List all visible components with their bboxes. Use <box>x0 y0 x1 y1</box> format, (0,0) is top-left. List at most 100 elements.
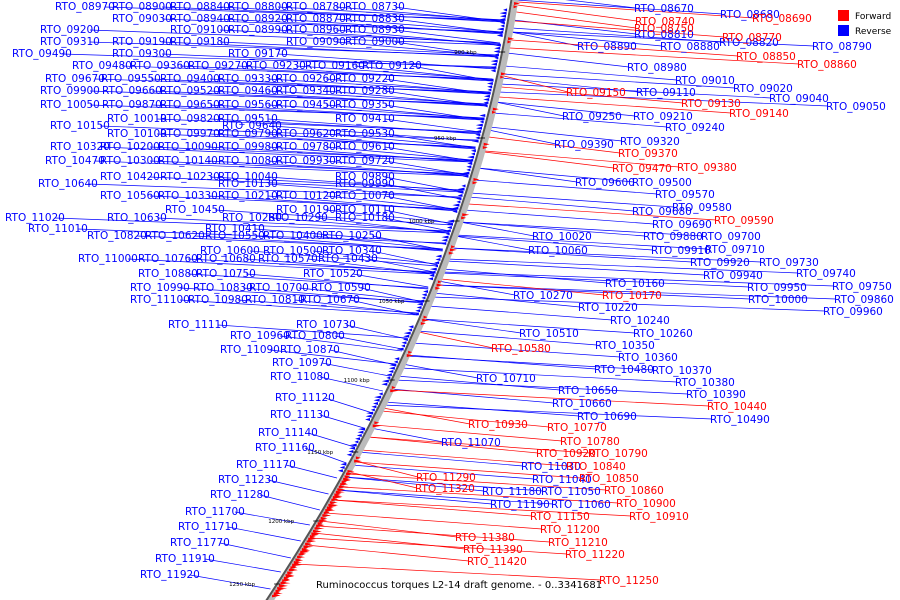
gene-label-reverse: RTO_10830 <box>193 282 253 294</box>
gene-label-reverse: RTO_10280 <box>222 212 282 224</box>
gene-label-reverse: RTO_11060 <box>551 499 611 511</box>
leader-line <box>89 29 500 46</box>
leader-line <box>384 209 452 225</box>
gene-label-reverse: RTO_10300 <box>100 155 160 167</box>
leader-line <box>312 235 443 250</box>
gene-label-reverse: RTO_10250 <box>322 230 382 242</box>
leader-line <box>319 376 383 392</box>
leader-line <box>355 460 419 478</box>
leader-line <box>77 228 446 244</box>
gene-feature-reverse <box>435 258 441 261</box>
leader-line <box>411 342 621 358</box>
leader-line <box>384 195 457 211</box>
leader-line <box>267 160 468 177</box>
gene-label-reverse: RTO_09510 <box>218 113 278 125</box>
leader-line <box>495 101 565 117</box>
gene-label-reverse: RTO_11110 <box>168 319 228 331</box>
leader-line <box>468 196 635 212</box>
leader-line <box>455 234 708 250</box>
gene-feature-reverse <box>349 443 357 447</box>
leader-line <box>510 31 815 47</box>
gene-label-forward: RTO_08740 <box>635 16 695 28</box>
gene-label-forward: RTO_08850 <box>736 51 796 63</box>
gene-feature-forward <box>288 568 298 572</box>
gene-label-reverse: RTO_10870 <box>280 344 340 356</box>
gene-label-reverse: RTO_10690 <box>577 411 637 423</box>
gene-label-reverse: RTO_10320 <box>50 141 110 153</box>
gene-label-forward: RTO_10440 <box>707 401 767 413</box>
gene-feature-forward <box>372 424 381 428</box>
leader-line <box>360 287 423 303</box>
gene-feature-reverse <box>366 411 374 415</box>
gene-label-forward: RTO_10850 <box>579 473 639 485</box>
leader-line <box>156 217 450 232</box>
gene-label-reverse: RTO_08980 <box>627 62 687 74</box>
gene-feature-forward <box>337 488 345 491</box>
leader-line <box>418 331 494 349</box>
gene-label-reverse: RTO_10750 <box>196 268 256 280</box>
gene-label-reverse: RTO_08670 <box>634 3 694 15</box>
gene-label-reverse: RTO_09790 <box>218 128 278 140</box>
gene-feature-reverse <box>483 104 488 108</box>
leader-line <box>298 287 423 302</box>
leader-line <box>249 250 438 267</box>
leader-line <box>492 112 668 128</box>
leader-line <box>382 407 471 425</box>
gene-label-reverse: RTO_09390 <box>554 139 614 151</box>
leader-line <box>511 39 739 57</box>
gene-label-reverse: RTO_09280 <box>335 85 395 97</box>
leader-line <box>440 278 605 296</box>
leader-line <box>333 499 632 517</box>
gene-label-reverse: RTO_09050 <box>826 101 886 113</box>
leader-line <box>214 209 452 226</box>
gene-label-forward: RTO_10900 <box>616 498 676 510</box>
gene-feature-forward <box>328 503 339 507</box>
gene-label-reverse: RTO_11140 <box>258 427 318 439</box>
leader-line <box>312 250 438 265</box>
gene-feature-forward <box>325 509 336 512</box>
leader-line <box>436 284 837 300</box>
leader-line <box>384 104 484 121</box>
leader-line <box>161 53 496 69</box>
gene-feature-forward <box>449 248 457 252</box>
gene-label-forward: RTO_10770 <box>547 422 607 434</box>
leader-line <box>406 355 655 371</box>
gene-feature-reverse <box>373 402 379 405</box>
tick-label: 1050 kbp <box>379 299 405 305</box>
gene-label-reverse: RTO_09410 <box>335 113 395 125</box>
gene-label-reverse: RTO_11160 <box>255 442 315 454</box>
leader-line <box>99 125 478 141</box>
gene-label-reverse: RTO_09860 <box>834 294 894 306</box>
gene-feature-forward <box>507 40 512 44</box>
gene-feature-forward <box>306 540 312 543</box>
leader-line <box>436 284 751 300</box>
leader-line <box>368 436 591 454</box>
gene-label-forward: RTO_11200 <box>540 524 600 536</box>
leader-line <box>384 133 476 149</box>
gene-label-reverse: RTO_10100 <box>107 128 167 140</box>
gene-feature-reverse <box>358 427 366 431</box>
gene-label-reverse: RTO_09030 <box>112 13 172 25</box>
gene-feature-forward <box>420 322 426 325</box>
gene-feature-forward <box>344 475 351 478</box>
gene-feature-reverse <box>421 293 427 297</box>
leader-line <box>267 479 329 495</box>
leader-line <box>384 176 463 193</box>
gene-label-reverse: RTO_10800 <box>285 330 345 342</box>
gene-label-reverse: RTO_11710 <box>178 521 238 533</box>
leader-line <box>460 221 704 237</box>
leader-line <box>335 41 498 57</box>
gene-feature-reverse <box>447 219 455 223</box>
gene-label-forward: RTO_10790 <box>588 448 648 460</box>
gene-label-reverse: RTO_10470 <box>45 155 105 167</box>
gene-feature-reverse <box>408 328 413 332</box>
gene-label-forward: RTO_09470 <box>612 163 672 175</box>
gene-feature-reverse <box>441 242 447 245</box>
gene-label-reverse: RTO_11030 <box>521 461 581 473</box>
gene-label-reverse: RTO_09880 <box>643 231 703 243</box>
gene-label-reverse: RTO_09210 <box>633 111 693 123</box>
gene-label-reverse: RTO_11180 <box>482 486 542 498</box>
gene-label-forward: RTO_09380 <box>677 162 737 174</box>
gene-label-reverse: RTO_10810 <box>245 294 305 306</box>
gene-label-forward: RTO_11390 <box>463 544 523 556</box>
